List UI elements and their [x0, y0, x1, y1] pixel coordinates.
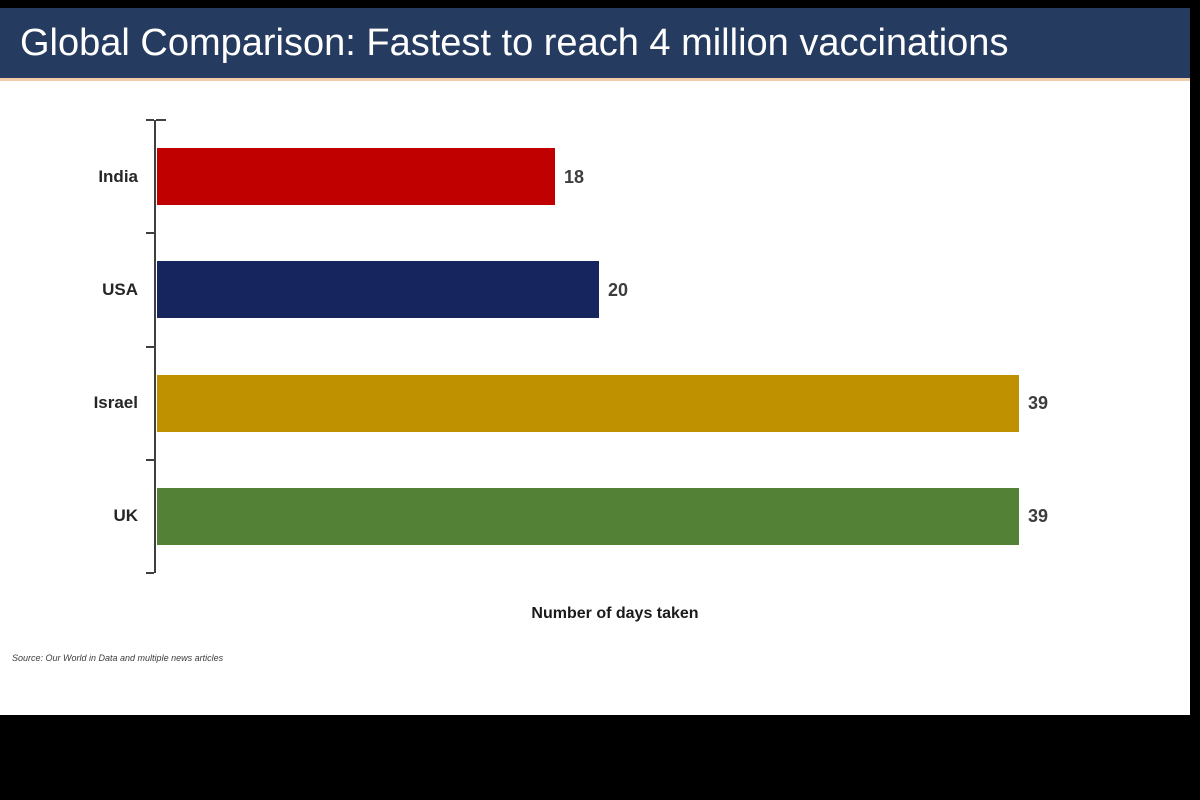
title-bar: Global Comparison: Fastest to reach 4 mi…: [0, 8, 1190, 81]
category-label-israel: Israel: [93, 393, 138, 412]
bar-usa: [157, 261, 599, 318]
axis-tick: [146, 346, 154, 348]
x-axis-title: Number of days taken: [531, 605, 699, 622]
bar-uk: [157, 488, 1019, 545]
category-label-uk: UK: [113, 506, 138, 525]
chart-area: Number of days taken Source: Our World i…: [0, 8, 1190, 715]
axis-tick: [146, 232, 154, 234]
axis-tick: [146, 459, 154, 461]
slide: Global Comparison: Fastest to reach 4 mi…: [0, 8, 1190, 715]
value-label-india: 18: [564, 167, 585, 187]
axis-tick: [146, 572, 154, 574]
category-label-usa: USA: [102, 280, 138, 299]
category-label-india: India: [98, 167, 138, 186]
bar-india: [157, 148, 555, 205]
value-label-usa: 20: [608, 280, 629, 300]
value-label-israel: 39: [1028, 393, 1049, 413]
axis-tick: [146, 119, 154, 121]
value-label-uk: 39: [1028, 506, 1049, 526]
y-axis-line: [154, 120, 156, 573]
source-note: Source: Our World in Data and multiple n…: [12, 653, 224, 663]
slide-title: Global Comparison: Fastest to reach 4 mi…: [20, 21, 1009, 64]
axis-cap-top: [156, 119, 166, 121]
bar-israel: [157, 375, 1019, 432]
